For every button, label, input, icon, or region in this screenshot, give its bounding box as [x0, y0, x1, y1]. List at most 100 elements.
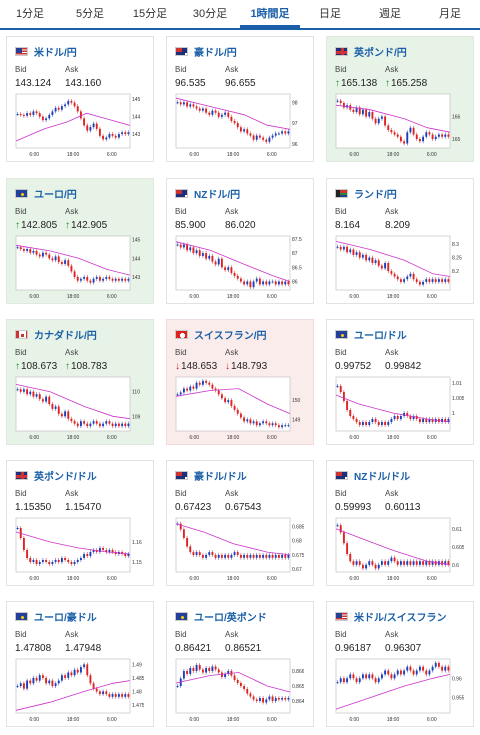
candle	[377, 564, 380, 569]
tab-3[interactable]: 30分足	[192, 8, 228, 20]
candlestick-chart[interactable]: 166 165 6:00 18:00 6:00	[334, 92, 464, 158]
bid-price: 148.653	[181, 361, 218, 372]
candlestick-chart[interactable]: 110 109 6:00 18:00 6:00	[14, 375, 144, 441]
tab-5[interactable]: 日足	[319, 8, 341, 20]
pair-name[interactable]: 豪ドル/ドル	[194, 471, 247, 483]
pair-title[interactable]: NZドル/ドル	[335, 468, 411, 483]
candle	[387, 422, 390, 425]
pair-name[interactable]: NZドル/ドル	[354, 471, 411, 483]
tab-7[interactable]: 月足	[439, 8, 461, 20]
pair-name[interactable]: ランド/円	[354, 189, 397, 201]
currency-card[interactable]: カナダドル/円 Bid Ask ↑108.673 ↑108.783 110 109 6:00 1…	[6, 319, 154, 445]
x-tick-label: 6:00	[189, 435, 199, 441]
candlestick-chart[interactable]: 0.96 0.955 6:00 18:00 6:00	[334, 657, 464, 723]
pair-name[interactable]: 英ポンド/ドル	[34, 471, 97, 483]
tab-6[interactable]: 週足	[379, 8, 401, 20]
currency-card[interactable]: ユーロ/ドル Bid Ask 0.99752 0.99842 1.01 1.005 1 6:00…	[326, 319, 474, 445]
candlestick-chart[interactable]: 0.866 0.865 0.864 6:00 18:00 6:00	[174, 657, 304, 723]
currency-card[interactable]: ランド/円 Bid Ask 8.164 8.209 8.3 8.25 8.2 6:00 18:00…	[326, 178, 474, 304]
tab-0[interactable]: 1分足	[15, 8, 45, 20]
pair-title[interactable]: 米ドル/円	[15, 44, 77, 59]
pair-title[interactable]: ユーロ/ドル	[335, 327, 407, 342]
pair-name[interactable]: スイスフラン/円	[194, 330, 267, 342]
tab-2[interactable]: 15分足	[132, 8, 168, 20]
candle	[431, 279, 434, 282]
ask-label: Ask	[385, 207, 399, 216]
candlestick-chart[interactable]: 0.685 0.68 0.675 0.67 6:00 18:00 6:00	[174, 516, 304, 582]
pair-name[interactable]: 豪ドル/円	[194, 47, 237, 59]
currency-card[interactable]: 豪ドル/ドル Bid Ask 0.67423 0.67543 0.685 0.68 0.675…	[166, 460, 314, 586]
pair-name[interactable]: ユーロ/円	[34, 189, 77, 201]
pair-title[interactable]: ランド/円	[335, 186, 397, 201]
moving-average-line	[175, 523, 291, 556]
candlestick-chart[interactable]: 8.3 8.25 8.2 6:00 18:00 6:00	[334, 234, 464, 300]
tab-4[interactable]: 1時間足	[240, 0, 300, 28]
currency-card[interactable]: ユーロ/円 Bid Ask ↑142.805 ↑142.905 145 144 143 6:00…	[6, 178, 154, 304]
pair-title[interactable]: ユーロ/円	[15, 186, 77, 201]
currency-card[interactable]: NZドル/円 Bid Ask 85.900 86.020 87.5 87 86.5 86 6:00…	[166, 178, 314, 304]
timeframe-tabs: 1分足 5分足 15分足 30分足 1時間足 日足 週足 月足	[0, 0, 480, 30]
candlestick-chart[interactable]: 145 144 143 6:00 18:00 6:00	[14, 234, 144, 300]
pair-name[interactable]: 英ポンド/円	[354, 47, 407, 59]
currency-card[interactable]: 豪ドル/円 Bid Ask 96.535 96.655 98 97 96 6:00 18:00 6:…	[166, 36, 314, 162]
candle	[387, 670, 390, 675]
chart-plot-area	[335, 517, 451, 573]
currency-card[interactable]: ユーロ/豪ドル Bid Ask 1.47808 1.47948 1.49 1.485 1.48…	[6, 601, 154, 727]
candle	[211, 255, 214, 262]
currency-card[interactable]: NZドル/ドル Bid Ask 0.59993 0.60113 0.61 0.605 0.6 6…	[326, 460, 474, 586]
moving-average-line	[335, 104, 451, 133]
candle	[281, 554, 284, 558]
currency-card[interactable]: スイスフラン/円 Bid Ask ↓148.653 ↓148.793 150 149 6:00…	[166, 319, 314, 445]
pair-title[interactable]: 英ポンド/ドル	[15, 468, 97, 483]
candle	[217, 112, 220, 117]
candle	[444, 561, 447, 565]
candlestick-chart[interactable]: 98 97 96 6:00 18:00 6:00	[174, 92, 304, 158]
chart-plot-area	[335, 376, 451, 432]
candlestick-chart[interactable]: 145 144 143 6:00 18:00 6:00	[14, 92, 144, 158]
candlestick-chart[interactable]: 1.01 1.005 1 6:00 18:00 6:00	[334, 375, 464, 441]
candlestick-chart[interactable]: 1.49 1.485 1.48 1.475 6:00 18:00 6:00	[14, 657, 144, 723]
y-tick-label: 87.5	[292, 237, 302, 243]
candlestick-chart[interactable]: 150 149 6:00 18:00 6:00	[174, 375, 304, 441]
candle	[406, 413, 409, 416]
pair-title[interactable]: 米ドル/スイスフラン	[335, 609, 447, 624]
currency-card[interactable]: 英ポンド/ドル Bid Ask 1.15350 1.15470 1.16 1.15 6:00 1…	[6, 460, 154, 586]
candle	[246, 689, 249, 694]
tab-1[interactable]: 5分足	[75, 8, 105, 20]
candle	[76, 276, 79, 281]
ask-price: 0.99842	[385, 361, 422, 372]
pair-title[interactable]: カナダドル/円	[15, 327, 97, 342]
pair-title[interactable]: ユーロ/豪ドル	[15, 609, 97, 624]
pair-name[interactable]: ユーロ/豪ドル	[34, 612, 97, 624]
pair-name[interactable]: カナダドル/円	[34, 330, 97, 342]
pair-title[interactable]: NZドル/円	[175, 186, 241, 201]
currency-card[interactable]: 英ポンド/円 Bid Ask ↑165.138 ↑165.258 166 165 6:00 18…	[326, 36, 474, 162]
candlestick-chart[interactable]: 0.61 0.605 0.6 6:00 18:00 6:00	[334, 516, 464, 582]
ask-value: 8.209	[385, 220, 410, 231]
pair-title[interactable]: 英ポンド/円	[335, 44, 407, 59]
x-tick-label: 6:00	[349, 294, 359, 300]
pair-name[interactable]: 米ドル/スイスフラン	[354, 612, 447, 624]
y-tick-label: 86.5	[292, 265, 302, 271]
pair-name[interactable]: ユーロ/英ポンド	[194, 612, 267, 624]
candle	[403, 561, 406, 565]
currency-card[interactable]: 米ドル/円 Bid Ask 143.124 143.160 145 144 143 6:00 18…	[6, 36, 154, 162]
bid-price: 0.86421	[175, 643, 212, 654]
pair-title[interactable]: 豪ドル/ドル	[175, 468, 247, 483]
candle	[342, 532, 345, 544]
candlestick-chart[interactable]: 1.16 1.15 6:00 18:00 6:00	[14, 516, 144, 582]
pair-title[interactable]: ユーロ/英ポンド	[175, 609, 267, 624]
candlestick-chart[interactable]: 87.5 87 86.5 86 6:00 18:00 6:00	[174, 234, 304, 300]
pair-title[interactable]: 豪ドル/円	[175, 44, 237, 59]
candle	[428, 670, 431, 675]
currency-card[interactable]: 米ドル/スイスフラン Bid Ask 0.96187 0.96307 0.96 0.955 6…	[326, 601, 474, 727]
pair-title[interactable]: スイスフラン/円	[175, 327, 267, 342]
currency-card[interactable]: ユーロ/英ポンド Bid Ask 0.86421 0.86521 0.866 0.865 0.…	[166, 601, 314, 727]
pair-name[interactable]: ユーロ/ドル	[354, 330, 407, 342]
pair-name[interactable]: 米ドル/円	[34, 47, 77, 59]
candle	[64, 411, 67, 417]
pair-name[interactable]: NZドル/円	[194, 189, 241, 201]
candle	[86, 125, 89, 131]
ch-flag-icon	[175, 329, 188, 339]
candle	[396, 416, 399, 419]
